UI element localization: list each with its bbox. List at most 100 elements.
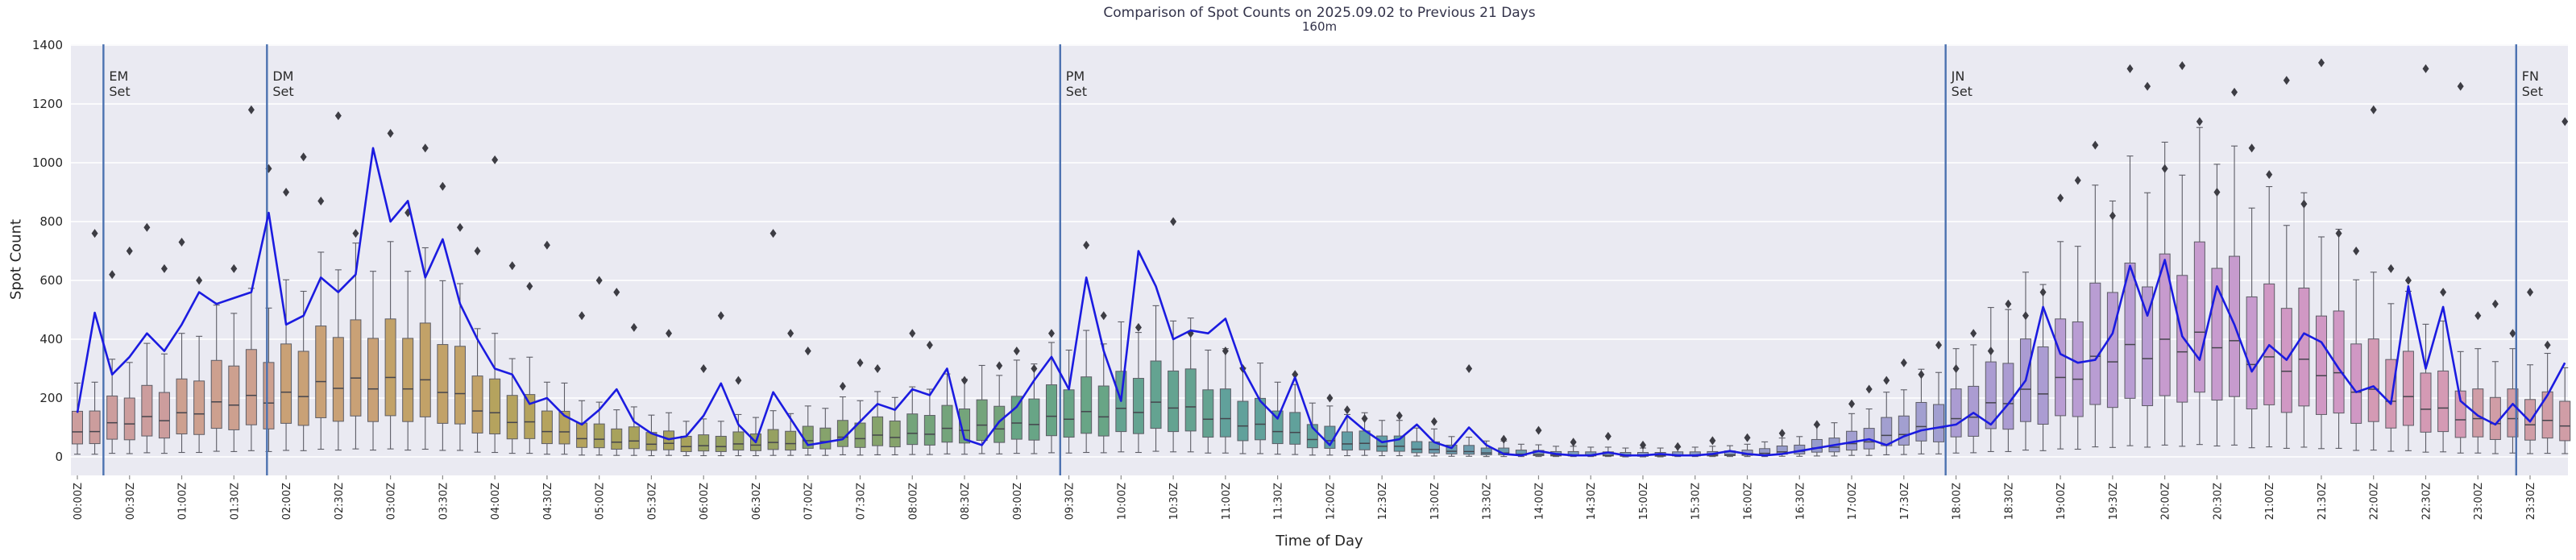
outlier-diamond — [1674, 442, 1682, 451]
outlier-diamond — [439, 181, 446, 191]
outlier-diamond — [1865, 384, 1873, 394]
outlier-diamond — [2370, 105, 2377, 114]
y-tick-label: 400 — [39, 332, 63, 346]
outlier-diamond — [1430, 417, 1437, 426]
boxplot-box — [315, 326, 327, 418]
boxplot-box — [2472, 388, 2484, 438]
boxplot-box — [471, 375, 483, 433]
outlier-diamond — [787, 329, 794, 338]
boxplot-box — [2159, 253, 2171, 396]
outlier-diamond — [2387, 263, 2395, 273]
boxplot-box — [2106, 292, 2118, 409]
boxplot-box — [889, 420, 901, 448]
set-marker-label: PM Set — [1066, 68, 1087, 99]
outlier-diamond — [2231, 87, 2238, 97]
outlier-diamond — [1343, 405, 1350, 415]
boxplot-box — [1202, 389, 1214, 438]
outlier-diamond — [1361, 414, 1368, 424]
x-tick-label: 21:30Z — [2317, 483, 2329, 520]
outlier-diamond — [2074, 176, 2081, 185]
y-tick-label: 200 — [39, 391, 63, 405]
boxplot-box — [158, 392, 170, 439]
outlier-diamond — [1535, 425, 1542, 435]
outlier-diamond — [2335, 229, 2342, 239]
x-tick-label: 11:00Z — [1221, 483, 1233, 520]
chart-subtitle: 160m — [1301, 19, 1338, 34]
x-tick-label: 01:30Z — [229, 483, 241, 520]
boxplot-box — [384, 318, 396, 417]
x-tick-label: 06:00Z — [699, 483, 711, 520]
boxplot-box — [2559, 400, 2571, 442]
boxplot-box — [1028, 398, 1040, 441]
boxplot-box — [2385, 359, 2397, 429]
outlier-diamond — [508, 261, 516, 271]
outlier-diamond — [2213, 188, 2221, 197]
y-tick-label: 800 — [39, 214, 63, 229]
x-tick-label: 15:00Z — [1638, 483, 1650, 520]
boxplot-box — [2124, 262, 2136, 399]
outlier-diamond — [735, 375, 742, 385]
outlier-diamond — [1083, 240, 1090, 250]
outlier-diamond — [2126, 64, 2134, 73]
outlier-diamond — [2404, 276, 2412, 285]
outlier-diamond — [1396, 411, 1403, 421]
outlier-diamond — [909, 329, 916, 338]
outlier-diamond — [1500, 434, 1508, 444]
y-tick-label: 0 — [55, 450, 63, 464]
outlier-diamond — [1031, 364, 1038, 373]
x-tick-label: 23:30Z — [2525, 483, 2537, 520]
boxplot-box — [558, 410, 570, 445]
boxplot-box — [1463, 445, 1475, 455]
outlier-diamond — [839, 381, 846, 391]
outlier-diamond — [1640, 440, 1647, 450]
outlier-diamond — [700, 364, 707, 373]
boxplot-box — [89, 410, 101, 445]
x-tick-label: 21:00Z — [2264, 483, 2276, 520]
x-tick-label: 01:00Z — [177, 483, 189, 520]
x-tick-label: 03:00Z — [386, 483, 398, 520]
boxplot-box — [2176, 275, 2188, 403]
set-marker-label: JN Set — [1951, 68, 1972, 99]
outlier-diamond — [2491, 299, 2499, 309]
boxplot-box — [193, 380, 205, 435]
boxplot-box — [297, 351, 309, 426]
outlier-diamond — [630, 322, 637, 332]
outlier-diamond — [1570, 438, 1577, 447]
set-marker-label: FN Set — [2522, 68, 2543, 99]
outlier-diamond — [2283, 76, 2290, 85]
outlier-diamond — [2300, 199, 2308, 209]
outlier-diamond — [421, 143, 429, 153]
x-tick-label: 12:30Z — [1377, 483, 1389, 520]
outlier-diamond — [996, 361, 1003, 371]
boxplot-box — [2437, 370, 2449, 433]
outlier-diamond — [247, 105, 255, 114]
outlier-diamond — [543, 240, 550, 250]
boxplot-box — [941, 404, 953, 443]
outlier-diamond — [2092, 140, 2099, 150]
outlier-diamond — [456, 222, 463, 232]
outlier-diamond — [2266, 170, 2273, 180]
x-tick-label: 03:30Z — [438, 483, 450, 520]
x-tick-label: 10:00Z — [1116, 483, 1128, 520]
outlier-diamond — [126, 247, 133, 255]
outlier-diamond — [352, 229, 359, 239]
boxplot-box — [785, 430, 797, 451]
outlier-diamond — [2509, 329, 2516, 338]
boxplot-box — [1010, 396, 1023, 440]
x-tick-label: 22:30Z — [2420, 483, 2433, 520]
boxplot-box — [367, 338, 380, 422]
outlier-diamond — [595, 276, 603, 285]
boxplot-box — [2350, 343, 2362, 424]
boxplot-box — [1341, 431, 1353, 451]
boxplot-box — [1446, 444, 1458, 454]
boxplot-box — [767, 429, 779, 450]
outlier-diamond — [2005, 299, 2012, 309]
boxplot-box — [1811, 438, 1823, 453]
boxplot-box — [280, 343, 292, 424]
boxplot-box — [976, 399, 988, 442]
x-tick-label: 10:30Z — [1168, 483, 1180, 520]
x-tick-label: 18:30Z — [2003, 483, 2015, 520]
boxplot-box — [1168, 370, 1180, 433]
boxplot-box — [1237, 400, 1249, 442]
outlier-diamond — [334, 111, 342, 121]
